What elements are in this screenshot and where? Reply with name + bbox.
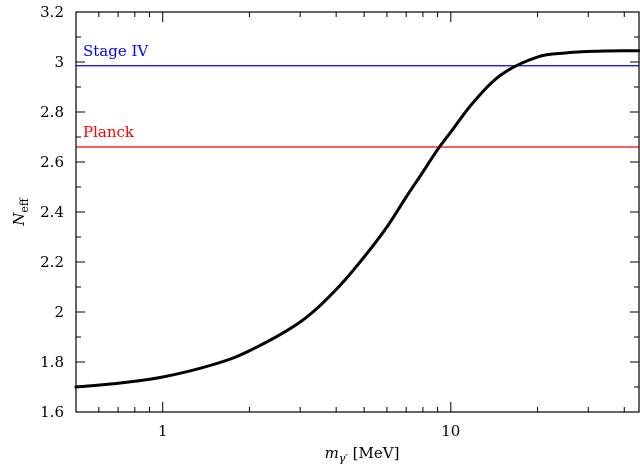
x-axis-symbol: m	[325, 444, 339, 462]
y-axis-symbol: N	[10, 212, 28, 227]
x-tick-label: 1	[158, 422, 168, 440]
y-axis-label: Neff	[10, 197, 31, 227]
ref-label-stage-iv: Stage IV	[83, 42, 149, 60]
x-tick-label: 10	[441, 422, 460, 440]
neff-curve	[74, 49, 640, 389]
y-tick-label: 3.2	[40, 3, 64, 21]
y-tick-label: 3	[54, 53, 64, 71]
y-tick-label: 2.2	[40, 253, 64, 271]
y-tick-label: 1.8	[40, 353, 64, 371]
plot-area: Stage IV Planck	[74, 11, 640, 413]
y-tick-label: 1.6	[40, 403, 64, 421]
x-axis-subscript: γ′	[339, 452, 349, 464]
tick-labels: 1.6 1.8 2 2.2 2.4 2.6 2.8 3 3.2 1 10	[40, 3, 460, 440]
axis-ticks	[75, 11, 639, 413]
x-axis-unit: [MeV]	[353, 444, 400, 462]
y-tick-label: 2.4	[40, 203, 64, 221]
x-axis-label: mγ′ [MeV]	[325, 444, 400, 464]
y-axis-subscript: eff	[18, 197, 31, 213]
y-tick-label: 2	[54, 303, 64, 321]
ref-label-planck: Planck	[83, 123, 135, 141]
y-tick-label: 2.8	[40, 103, 64, 121]
plot-frame	[75, 11, 640, 413]
y-tick-label: 2.6	[40, 153, 64, 171]
